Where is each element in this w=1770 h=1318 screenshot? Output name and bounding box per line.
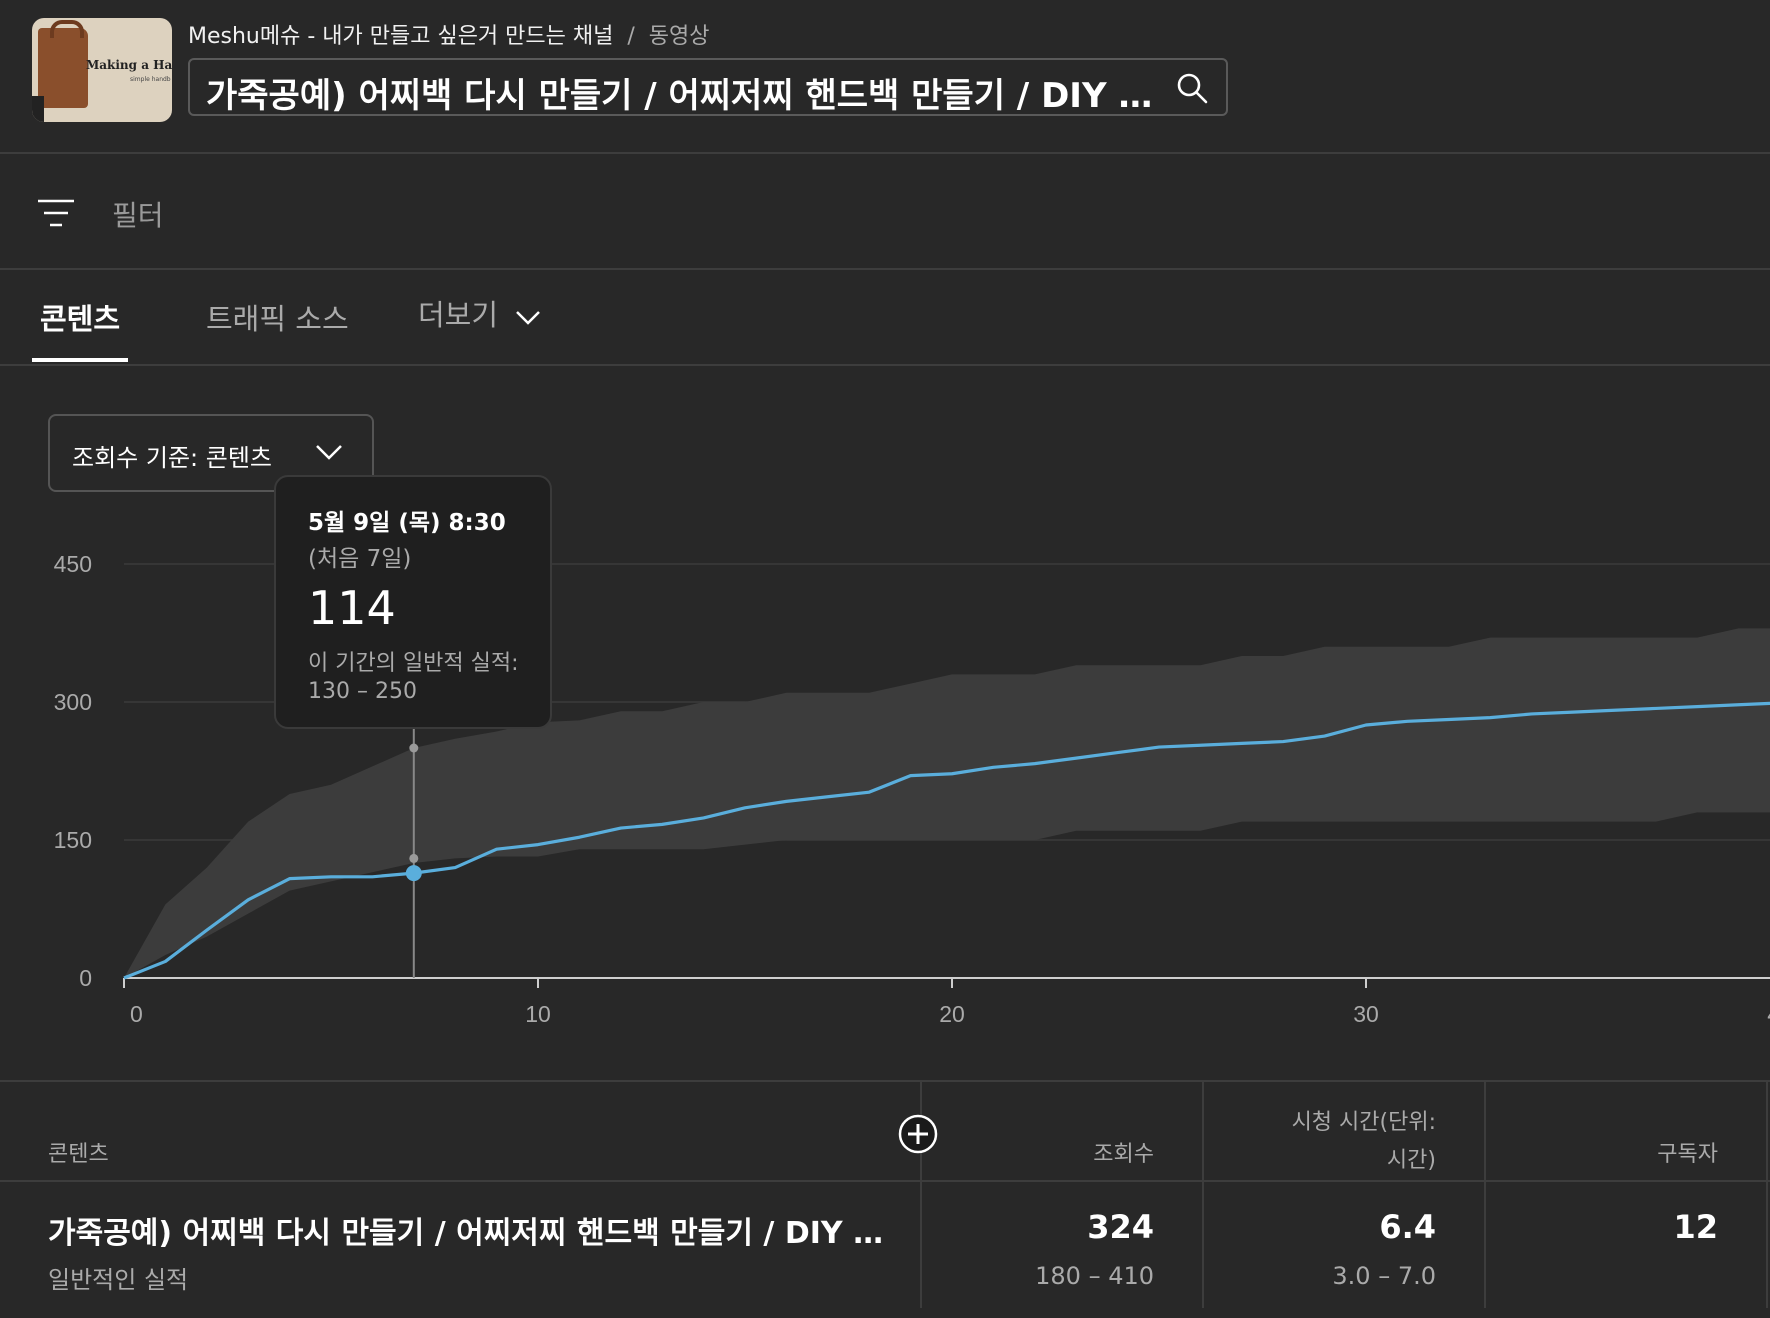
video-thumbnail[interactable]: Making a Handb simple handb: [32, 18, 172, 122]
table-row-title[interactable]: 가죽공예) 어찌백 다시 만들기 / 어찌저찌 핸드백 만들기 / DIY Ha…: [48, 1216, 908, 1251]
views-chart: 0 150 300 450 0 10 20 30 40: [54, 551, 1770, 1027]
chevron-down-icon: [516, 311, 541, 325]
x-tick-label: 10: [525, 1001, 551, 1027]
active-tab-indicator: [32, 358, 128, 362]
cell-watch-time: 6.4: [1379, 1208, 1436, 1246]
band-marker: [409, 853, 419, 863]
column-header-content[interactable]: 콘텐츠: [48, 1142, 109, 1167]
column-header-watch-time[interactable]: 시청 시간(단위: 시간): [1291, 1110, 1436, 1173]
breadcrumb-channel[interactable]: Meshu메슈 - 내가 만들고 싶은거 만드는 채널: [188, 24, 614, 49]
filter-input[interactable]: 필터: [112, 199, 164, 232]
video-selector[interactable]: 가죽공예) 어찌백 다시 만들기 / 어찌저찌 핸드백 만들기 / DIY Ha…: [188, 58, 1228, 116]
metric-dropdown[interactable]: 조회수 기준: 콘텐츠: [48, 414, 374, 492]
series-line-views: [123, 701, 1770, 980]
x-tick-label: 30: [1353, 1001, 1379, 1027]
typical-performance-band: [124, 628, 1770, 978]
cell-subscribers: 12: [1673, 1208, 1718, 1246]
band-marker: [409, 743, 419, 753]
filter-icon[interactable]: [38, 198, 74, 228]
thumbnail-text: Making a Handb: [86, 58, 172, 72]
cell-views: 324: [1087, 1208, 1154, 1246]
cell-watch-time-range: 3.0 – 7.0: [1332, 1262, 1436, 1290]
column-header-views[interactable]: 조회수: [1093, 1142, 1154, 1167]
y-tick-label: 300: [54, 689, 92, 715]
tab-bar: 콘텐츠 트래픽 소스 더보기: [0, 270, 1770, 366]
tab-more[interactable]: 더보기: [418, 292, 541, 334]
tooltip-range: 130 – 250: [308, 679, 417, 704]
table-row-subtitle: 일반적인 실적: [48, 1266, 189, 1294]
chevron-down-icon: [316, 445, 342, 460]
y-tick-label: 150: [54, 827, 92, 853]
metric-dropdown-label: 조회수 기준: 콘텐츠: [72, 444, 272, 472]
search-icon[interactable]: [1176, 72, 1208, 104]
video-title: 가죽공예) 어찌백 다시 만들기 / 어찌저찌 핸드백 만들기 / DIY Ha…: [206, 76, 1166, 116]
chart-tooltip: 5월 9일 (목) 8:30 (처음 7일) 114 이 기간의 일반적 실적:…: [274, 475, 552, 729]
breadcrumb-separator: /: [627, 24, 635, 49]
y-tick-label: 450: [54, 551, 92, 577]
filter-bar: 필터: [0, 154, 1770, 270]
x-tick-label: 0: [130, 1001, 143, 1027]
thumbnail-subtext: simple handb: [130, 76, 171, 83]
tooltip-note: 이 기간의 일반적 실적:: [308, 651, 519, 676]
add-column-icon[interactable]: [898, 1114, 938, 1154]
tooltip-date: 5월 9일 (목) 8:30: [308, 510, 506, 536]
tab-more-label: 더보기: [418, 298, 499, 332]
handbag-image: [38, 20, 88, 108]
content-table: 콘텐츠 조회수 시청 시간(단위: 시간) 구독자 가죽공예) 어찌백 다시 만…: [0, 1080, 1770, 1318]
tooltip-value: 114: [308, 581, 396, 635]
tab-traffic-source[interactable]: 트래픽 소스: [206, 302, 349, 336]
tooltip-period: (처음 7일): [308, 546, 412, 572]
page-header: Making a Handb simple handb Meshu메슈 - 내가…: [0, 0, 1770, 154]
y-tick-label: 0: [79, 965, 92, 991]
data-point-marker[interactable]: [405, 865, 422, 882]
x-tick-label: 40: [1767, 1001, 1770, 1027]
x-tick-label: 20: [939, 1001, 965, 1027]
cell-views-range: 180 – 410: [1035, 1262, 1154, 1290]
breadcrumb-section[interactable]: 동영상: [648, 24, 710, 49]
tab-content[interactable]: 콘텐츠: [40, 302, 121, 336]
column-header-subscribers[interactable]: 구독자: [1657, 1142, 1718, 1167]
breadcrumb: Meshu메슈 - 내가 만들고 싶은거 만드는 채널 / 동영상: [188, 18, 710, 50]
